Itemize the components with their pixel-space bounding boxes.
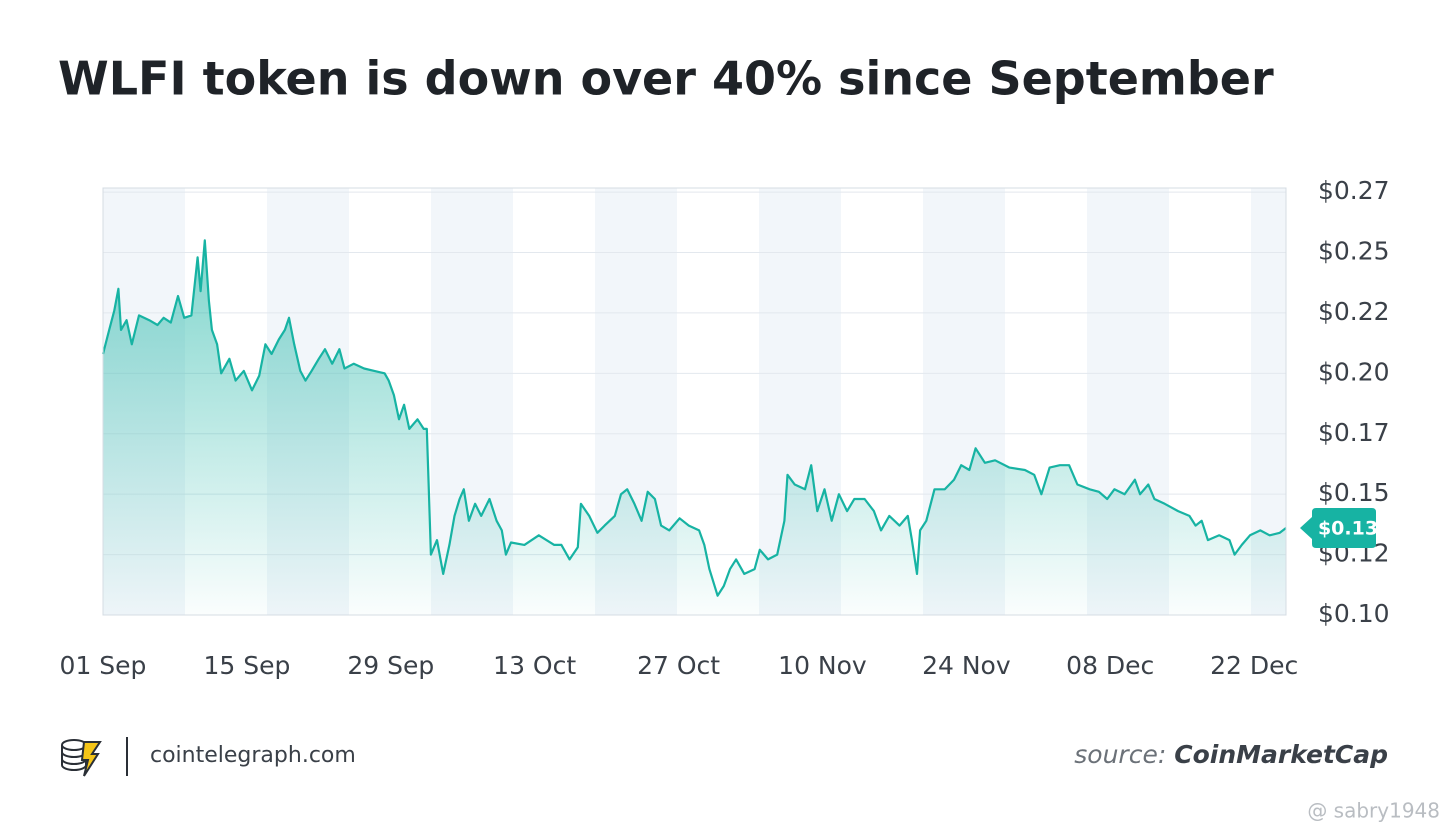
logo [61,739,102,777]
x-tick-label: 15 Sep [203,651,290,680]
y-tick-label: $0.27 [1318,176,1390,205]
source-name: CoinMarketCap [1174,740,1388,769]
site-name: cointelegraph.com [150,743,356,768]
price-line [101,239,1287,597]
chart-title: WLFI token is down over 40% since Septem… [58,52,1274,106]
plot-frame [102,187,1287,616]
y-tick-label: $0.10 [1318,599,1390,628]
x-tick-label: 22 Dec [1210,651,1298,680]
x-tick-label: 08 Dec [1066,651,1154,680]
x-tick-label: 13 Oct [493,651,576,680]
y-tick-label: $0.15 [1318,478,1390,507]
x-tick-label: 10 Nov [778,651,867,680]
watermark: @ sabry1948 [1307,799,1440,823]
price-tag-label: $0.13 [1318,518,1378,540]
y-tick-label: $0.20 [1318,357,1390,386]
y-tick-label: $0.22 [1318,297,1390,326]
y-tick-label: $0.17 [1318,418,1390,447]
source: source: CoinMarketCap [1074,740,1388,769]
x-tick-label: 27 Oct [637,651,720,680]
x-tick-label: 01 Sep [60,651,147,680]
price-tag [1300,508,1376,549]
source-prefix: source: [1074,740,1166,769]
x-tick-label: 29 Sep [347,651,434,680]
x-tick-label: 24 Nov [922,651,1011,680]
y-tick-label: $0.25 [1318,237,1390,266]
price-area [103,240,1286,615]
